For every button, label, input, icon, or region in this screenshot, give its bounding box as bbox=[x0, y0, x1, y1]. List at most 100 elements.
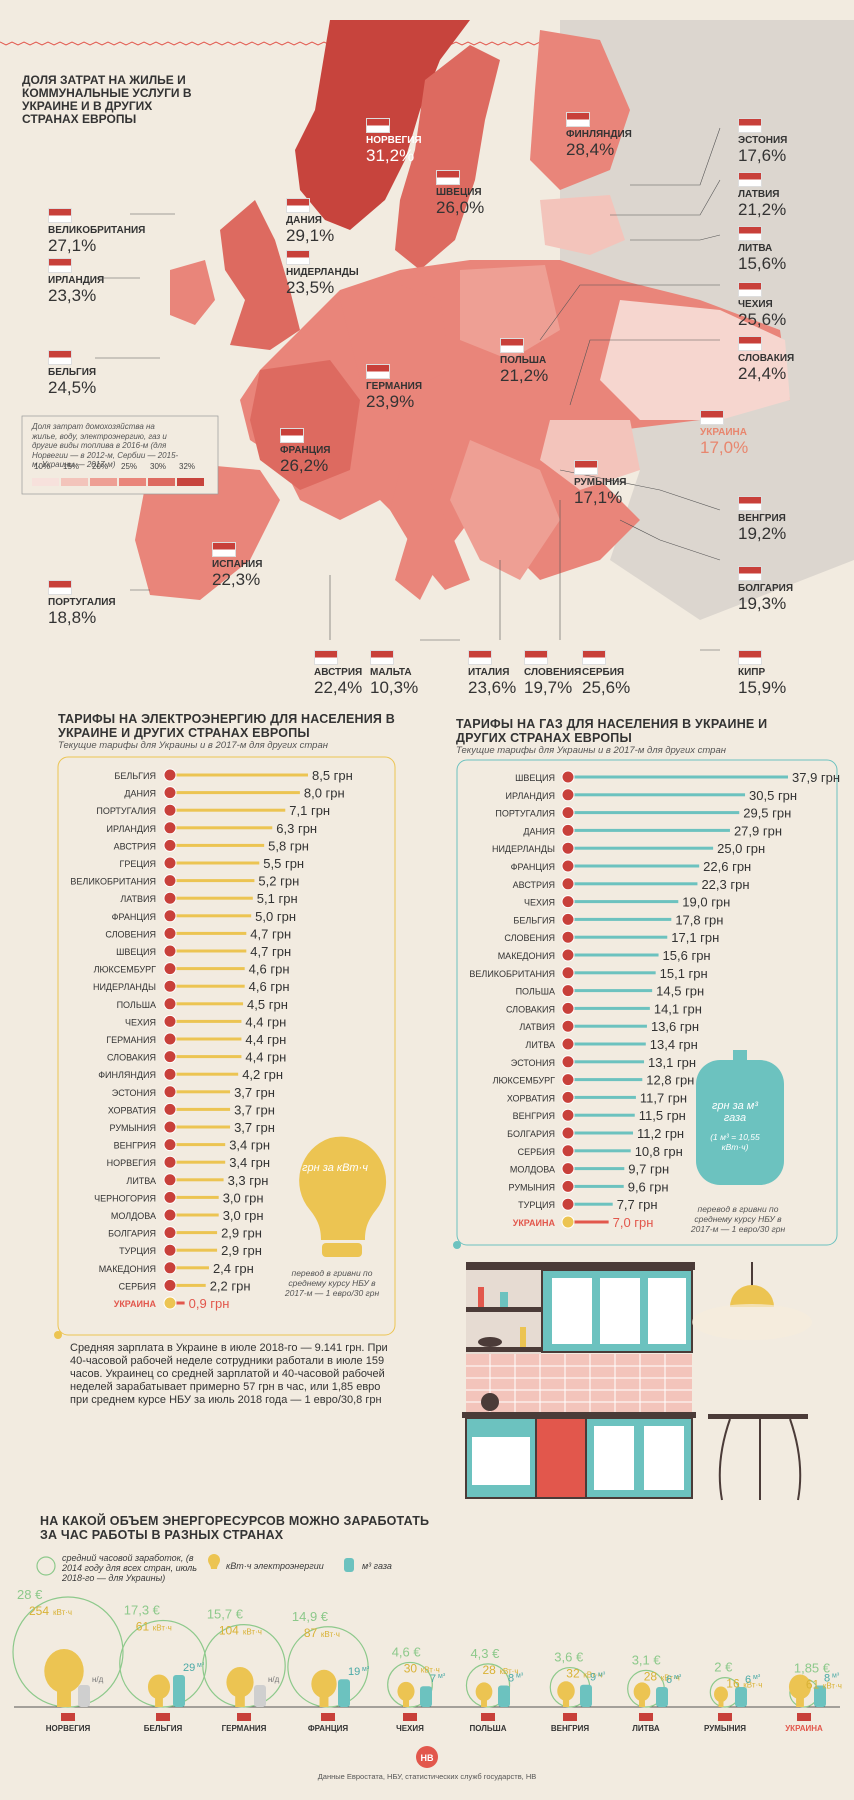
flag-icon bbox=[163, 909, 177, 923]
map-label-сербия: Сербия 25,6% bbox=[582, 650, 630, 698]
bulb-neck bbox=[562, 1699, 570, 1707]
bar-category-label: ЛИТВА bbox=[525, 1040, 555, 1050]
bar-value-label: 4,4 грн bbox=[245, 1014, 286, 1029]
bar bbox=[568, 882, 698, 886]
map-country-value: 23,5% bbox=[286, 278, 335, 297]
flag-icon bbox=[163, 1296, 177, 1310]
map-country-value: 19,7% bbox=[524, 678, 573, 697]
flag-icon bbox=[561, 823, 575, 837]
map-title: Доля затрат на жилье и коммунальные услу… bbox=[22, 73, 192, 126]
bar-category-label: ЧЕХИЯ bbox=[524, 898, 555, 908]
map-country-name: Кипр bbox=[738, 667, 766, 678]
map-finland bbox=[530, 30, 630, 190]
electricity-chart: БЕЛЬГИЯ 8,5 грн ДАНИЯ 8,0 грн ПОРТУГАЛИЯ 7,1 … bbox=[54, 756, 396, 1339]
frame-dot bbox=[54, 1331, 62, 1339]
earn-country-label: ПОЛЬША bbox=[470, 1724, 507, 1733]
bulb-neck bbox=[639, 1699, 645, 1707]
kwh-label: 28 bbox=[482, 1663, 496, 1677]
electricity-bulb-label: грн за кВт·ч bbox=[302, 1162, 368, 1174]
map-country-name: Португалия bbox=[48, 597, 116, 608]
gas-label: 19 bbox=[348, 1666, 360, 1678]
map-country-name: Румыния bbox=[574, 477, 627, 488]
bar-category-label: ХОРВАТИЯ bbox=[507, 1093, 555, 1103]
flag-icon bbox=[163, 1208, 177, 1222]
cylinder-valve bbox=[733, 1050, 747, 1062]
flag-icon bbox=[163, 1243, 177, 1257]
gas-label: 7 bbox=[430, 1673, 436, 1685]
bulb-neck bbox=[718, 1700, 724, 1707]
kwh-unit-label: кВт·ч bbox=[743, 1681, 762, 1690]
map-country-value: 18,8% bbox=[48, 608, 97, 627]
map-country-name: Литва bbox=[738, 243, 773, 254]
bar-value-label: 5,1 грн bbox=[257, 891, 298, 906]
kwh-unit-label: кВт·ч bbox=[153, 1624, 172, 1633]
flag-icon bbox=[156, 1713, 170, 1721]
bar bbox=[170, 949, 247, 953]
map-label-португалия: Португалия 18,8% bbox=[48, 580, 116, 628]
electricity-subtitle: Текущие тарифы для Украины и в 2017-м дл… bbox=[58, 740, 328, 751]
flag-icon bbox=[163, 1050, 177, 1064]
gas-cylinder bbox=[735, 1686, 747, 1707]
bar-value-label: 4,2 грн bbox=[242, 1067, 283, 1082]
bar-category-label: ШВЕЦИЯ bbox=[515, 773, 555, 783]
map-country-name: Нидерланды bbox=[286, 267, 359, 278]
map-country-name: Польша bbox=[500, 355, 547, 366]
bulb bbox=[557, 1681, 575, 1701]
bulb-neck bbox=[402, 1699, 410, 1707]
flag-icon bbox=[561, 788, 575, 802]
map-country-name: Венгрия bbox=[738, 513, 786, 524]
gas-unit-label: м³ bbox=[516, 1672, 524, 1679]
flag-icon bbox=[561, 1073, 575, 1087]
bar-value-label: 11,7 грн bbox=[640, 1090, 687, 1105]
flag-icon bbox=[718, 1713, 732, 1721]
flag-icon bbox=[561, 1126, 575, 1140]
flag-icon bbox=[321, 1713, 335, 1721]
bar-category-label: ЛЮКСЕМБУРГ bbox=[94, 965, 157, 975]
flag-icon bbox=[738, 118, 762, 133]
bar bbox=[170, 914, 252, 918]
gas-cylinder bbox=[420, 1686, 432, 1707]
bar bbox=[568, 1202, 613, 1206]
flag-icon bbox=[163, 979, 177, 993]
map-country-name: Латвия bbox=[738, 189, 780, 200]
bulb bbox=[397, 1681, 415, 1701]
earn-country-label: ФРАНЦИЯ bbox=[308, 1724, 349, 1733]
bulb-neck bbox=[155, 1697, 163, 1707]
bar bbox=[568, 1113, 635, 1117]
map-label-румыния: Румыния 17,1% bbox=[574, 460, 626, 508]
bar bbox=[170, 1125, 231, 1129]
bar-value-label: 3,4 грн bbox=[229, 1155, 270, 1170]
bulb bbox=[147, 1674, 171, 1700]
wage-circle bbox=[119, 1619, 207, 1708]
bar-category-label: БЕЛЬГИЯ bbox=[114, 771, 156, 781]
bar bbox=[568, 846, 714, 850]
bar-category-label: НИДЕРЛАНДЫ bbox=[93, 982, 156, 992]
flag-icon bbox=[738, 496, 762, 511]
gas-na-label: н/д bbox=[268, 1675, 280, 1684]
bar-value-label: 3,7 грн bbox=[234, 1120, 275, 1135]
flag-icon bbox=[524, 650, 548, 665]
bar-value-label: 7,0 грн bbox=[613, 1215, 654, 1230]
bar-category-label: ИРЛАНДИЯ bbox=[506, 791, 555, 801]
bulb-neck bbox=[796, 1697, 804, 1707]
gas-unit-label: м³ bbox=[197, 1662, 205, 1669]
map-country-name: Ирландия bbox=[48, 275, 105, 286]
earn-title: На какой объем энергоресурсов можно зара… bbox=[40, 1514, 430, 1542]
bar-category-label: СЛОВЕНИЯ bbox=[105, 929, 156, 939]
map-country-value: 17,1% bbox=[574, 488, 623, 507]
bar-category-label: АВСТРИЯ bbox=[513, 880, 555, 890]
bar-category-label: ВЕЛИКОБРИТАНИЯ bbox=[469, 969, 555, 979]
map-country-value: 15,6% bbox=[738, 254, 787, 273]
flag-icon bbox=[163, 1102, 177, 1116]
flag-icon bbox=[370, 650, 394, 665]
gas-subtitle: Текущие тарифы для Украины и в 2017-м дл… bbox=[456, 745, 726, 756]
flag-icon bbox=[738, 650, 762, 665]
map-label-германия: Германия 23,9% bbox=[366, 364, 422, 412]
map-country-name: Норвегия bbox=[366, 135, 422, 146]
gas-label: 8 bbox=[508, 1672, 514, 1684]
flag-icon bbox=[286, 198, 310, 213]
flag-icon bbox=[163, 1190, 177, 1204]
flag-icon bbox=[566, 112, 590, 127]
map-sweden bbox=[395, 45, 500, 270]
bar-value-label: 17,8 грн bbox=[675, 912, 723, 927]
